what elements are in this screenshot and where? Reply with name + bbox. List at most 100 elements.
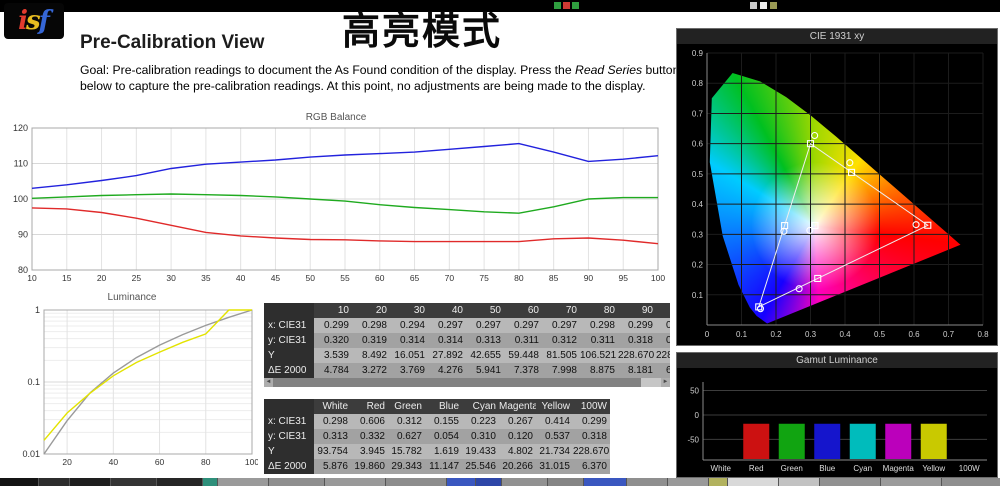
gamut-triangle	[757, 142, 929, 308]
red-series-line	[31, 207, 659, 245]
table-cell: 0.314	[428, 333, 466, 348]
taskbar-segment[interactable]	[881, 478, 941, 486]
taskbar-segment[interactable]	[476, 478, 501, 486]
red-indicator-icon	[563, 2, 570, 9]
grayscale-table-scrollbar[interactable]: ◄ ►	[264, 378, 670, 387]
bar-category-label: Blue	[819, 464, 836, 473]
x-tick-label: 0	[705, 330, 710, 339]
taskbar-segment[interactable]	[39, 478, 69, 486]
x-tick-label: 70	[445, 273, 455, 283]
table-cell: 3.769	[390, 363, 428, 378]
table-cell: 3.539	[314, 348, 352, 363]
taskbar-segment[interactable]	[269, 478, 324, 486]
taskbar-segment[interactable]	[0, 478, 38, 486]
table-cell: 5.941	[466, 363, 504, 378]
bar-category-label: Yellow	[922, 464, 945, 473]
scrollbar-right-arrow-icon[interactable]: ►	[661, 378, 670, 387]
cie-panel-title: CIE 1931 xy	[677, 29, 997, 44]
table-row: ΔE 2000 5.876 19.860 29.343 11.147 25.546 20.2…	[264, 459, 612, 474]
taskbar-segment[interactable]	[386, 478, 446, 486]
reference-marker-yellow	[848, 168, 856, 176]
x-tick-label: 80	[201, 457, 211, 467]
table-cell: 31.015	[536, 459, 573, 474]
x-tick-label: 25	[132, 273, 142, 283]
table-cell: 228.670	[573, 444, 610, 459]
table-cell: 0.155	[425, 414, 462, 429]
x-tick-label: 85	[549, 273, 559, 283]
green-series-line	[31, 193, 658, 214]
table-row-label: y: CIE31	[264, 429, 314, 444]
table-cell: 8.492	[352, 348, 390, 363]
reference-marker-green	[806, 140, 815, 148]
table-col-header: Blue	[425, 399, 462, 414]
table-cell: 19.860	[351, 459, 388, 474]
table-row-label: ΔE 2000	[264, 363, 314, 378]
table-cell: 20.266	[499, 459, 536, 474]
table-cell: 59.448	[504, 348, 542, 363]
table-cell: 0.537	[536, 429, 573, 444]
table-cell: 25.546	[462, 459, 499, 474]
x-tick-label: 95	[618, 273, 628, 283]
measured-marker-white	[806, 226, 814, 234]
taskbar-segment[interactable]	[70, 478, 110, 486]
measured-marker-yellow	[846, 159, 854, 167]
taskbar-segment[interactable]	[218, 478, 268, 486]
table-cell: 0.298	[352, 318, 390, 333]
table-col-header: 100W	[573, 399, 610, 414]
taskbar-segment[interactable]	[157, 478, 202, 486]
scrollbar-left-arrow-icon[interactable]: ◄	[264, 378, 273, 387]
y-tick-label: 0.5	[692, 170, 704, 179]
taskbar-segment[interactable]	[584, 478, 626, 486]
taskbar-segment[interactable]	[325, 478, 385, 486]
taskbar-segment[interactable]	[447, 478, 475, 486]
table-cell: 0.318	[656, 333, 670, 348]
goal-line-2: below to capture the pre-calibration rea…	[80, 79, 646, 93]
table-cell: 0.313	[466, 333, 504, 348]
taskbar-segment[interactable]	[709, 478, 727, 486]
table-cell: 228.670	[656, 348, 670, 363]
y-tick-label: 0.8	[692, 79, 704, 88]
table-cell: 6.370	[656, 363, 670, 378]
bar-category-label: Cyan	[853, 464, 872, 473]
table-cell: 0.311	[504, 333, 542, 348]
taskbar-segment[interactable]	[820, 478, 880, 486]
scrollbar-thumb[interactable]	[273, 378, 641, 387]
table-col-header: Green	[388, 399, 425, 414]
y-tick-label: 90	[18, 230, 28, 240]
y-tick-label: 0.3	[692, 230, 704, 239]
table-cell: 8.181	[618, 363, 656, 378]
taskbar-segment[interactable]	[942, 478, 1000, 486]
table-cell: 81.505	[542, 348, 580, 363]
taskbar-segment[interactable]	[779, 478, 819, 486]
table-col-header: Yellow	[536, 399, 573, 414]
table-cell: 21.734	[536, 444, 573, 459]
table-cell: 0.120	[499, 429, 536, 444]
y-tick-label: 0.01	[22, 449, 40, 459]
table-cell: 0.318	[573, 429, 610, 444]
table-col-header: 30	[390, 303, 428, 318]
gamut-bar-green	[778, 423, 805, 459]
scrollbar-track[interactable]	[641, 378, 661, 387]
table-row: x: CIE31 0.299 0.298 0.294 0.297 0.297 0.297 0.…	[264, 318, 670, 333]
gamut-luminance-title: Gamut Luminance	[677, 353, 997, 368]
table-cell: 0.299	[618, 318, 656, 333]
table-cell: 7.998	[542, 363, 580, 378]
table-cell: 16.051	[390, 348, 428, 363]
bar-category-label: White	[711, 464, 732, 473]
goal-line-1: Goal: Pre-calibration readings to docume…	[80, 63, 680, 77]
table-cell: 11.147	[425, 459, 462, 474]
taskbar-segment[interactable]	[111, 478, 156, 486]
gray-indicator-icon	[750, 2, 757, 9]
taskbar-segment[interactable]	[203, 478, 217, 486]
measured-series-line	[43, 309, 252, 441]
taskbar-segment[interactable]	[627, 478, 667, 486]
taskbar-segment[interactable]	[548, 478, 583, 486]
taskbar-segment[interactable]	[728, 478, 778, 486]
taskbar-segment[interactable]	[502, 478, 547, 486]
table-cell: 93.754	[314, 444, 351, 459]
taskbar-segment[interactable]	[668, 478, 708, 486]
table-cell: 0.314	[390, 333, 428, 348]
table-cell: 1.619	[425, 444, 462, 459]
table-cell: 0.606	[351, 414, 388, 429]
